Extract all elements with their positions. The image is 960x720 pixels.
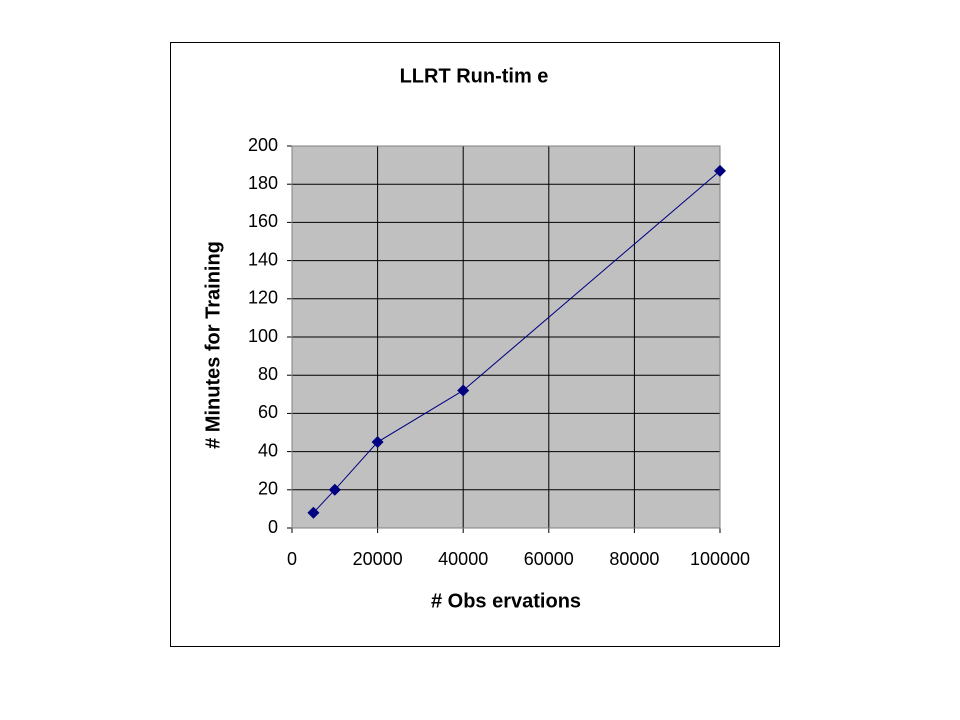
y-tick-label: 100: [248, 326, 278, 346]
data-point: [457, 384, 470, 397]
y-tick-label: 60: [258, 402, 278, 422]
x-tick-label: 60000: [524, 549, 574, 569]
y-tick-label: 80: [258, 364, 278, 384]
x-tick-label: 100000: [690, 549, 750, 569]
y-tick-label: 200: [248, 135, 278, 155]
y-tick-label: 180: [248, 173, 278, 193]
x-tick-label: 80000: [609, 549, 659, 569]
chart-title: LLRT Run-tim e: [400, 65, 549, 87]
y-axis-title: # Minutes for Training: [202, 241, 224, 449]
y-tick-label: 140: [248, 249, 278, 269]
y-tick-label: 20: [258, 479, 278, 499]
y-tick-label: 40: [258, 440, 278, 460]
data-point: [714, 164, 726, 177]
x-tick-label: 20000: [353, 549, 403, 569]
y-tick-label: 160: [248, 211, 278, 231]
y-tick-label: 0: [268, 517, 278, 537]
x-axis-title: # Obs ervations: [431, 590, 581, 612]
data-point: [371, 436, 384, 449]
plot-border: [291, 145, 721, 529]
y-tick-label: 120: [248, 288, 278, 308]
data-point: [328, 483, 341, 496]
x-tick-label: 40000: [438, 549, 488, 569]
data-point: [307, 506, 320, 519]
x-tick-label: 0: [287, 549, 297, 569]
